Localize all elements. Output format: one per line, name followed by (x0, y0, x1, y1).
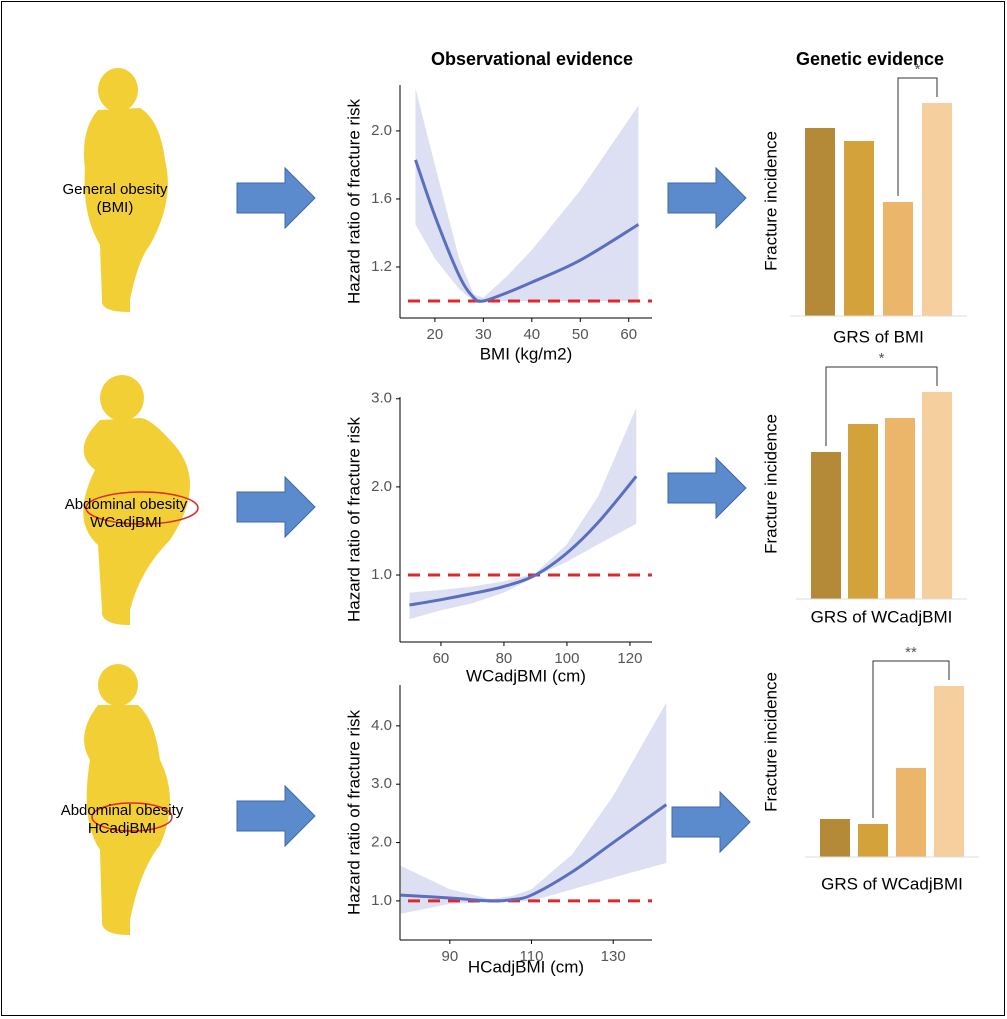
x-tick-label: 60 (620, 326, 637, 343)
y-axis-label: Fracture incidence (761, 672, 780, 812)
x-axis-label: GRS of BMI (833, 327, 924, 346)
row-label: WCadjBMI (90, 514, 162, 531)
y-axis-label: Hazard ratio of fracture risk (344, 709, 363, 915)
x-tick-label: 130 (601, 948, 626, 965)
bar (896, 768, 926, 857)
figure: Observational evidence Genetic evidence … (0, 0, 1007, 1019)
bar (858, 824, 888, 857)
significance-label: * (915, 61, 921, 78)
bar (820, 819, 850, 857)
x-tick-label: 90 (441, 948, 458, 965)
x-tick-label: 40 (523, 326, 540, 343)
bar (885, 418, 915, 599)
y-tick-label: 4.0 (371, 717, 392, 734)
y-tick-label: 3.0 (371, 775, 392, 792)
y-tick-label: 2.0 (371, 122, 392, 139)
y-tick-label: 1.2 (371, 258, 392, 275)
confidence-band (409, 408, 636, 620)
bar (934, 686, 964, 857)
bar (883, 202, 913, 316)
bar (811, 452, 841, 599)
row-label: HCadjBMI (88, 820, 156, 837)
bar (922, 103, 952, 316)
y-axis-label: Hazard ratio of fracture risk (344, 98, 363, 304)
bar (844, 141, 874, 316)
column-title: Observational evidence (431, 49, 633, 69)
x-tick-label: 50 (572, 326, 589, 343)
significance-label: * (879, 350, 885, 367)
y-tick-label: 1.0 (371, 892, 392, 909)
row-label: Abdominal obesity (65, 496, 188, 513)
x-tick-label: 60 (433, 650, 450, 667)
row-label: General obesity (62, 181, 168, 198)
x-tick-label: 100 (554, 650, 579, 667)
y-tick-label: 2.0 (371, 478, 392, 495)
confidence-band (416, 88, 639, 302)
x-tick-label: 80 (496, 650, 513, 667)
x-axis-label: GRS of WCadjBMI (821, 874, 963, 893)
x-axis-label: BMI (kg/m2) (480, 344, 573, 363)
y-axis-label: Fracture incidence (761, 414, 780, 554)
column-title: Genetic evidence (796, 49, 944, 69)
bar (922, 392, 952, 599)
bar (805, 128, 835, 316)
significance-label: ** (905, 644, 917, 661)
y-axis-label: Hazard ratio of fracture risk (344, 416, 363, 622)
row-label: Abdominal obesity (61, 802, 184, 819)
confidence-band (401, 703, 666, 914)
y-axis-label: Fracture incidence (761, 131, 780, 271)
y-tick-label: 1.0 (371, 566, 392, 583)
x-tick-label: 30 (475, 326, 492, 343)
x-axis-label: HCadjBMI (cm) (468, 957, 584, 976)
row-label: (BMI) (97, 199, 134, 216)
x-tick-label: 20 (427, 326, 444, 343)
y-tick-label: 1.6 (371, 190, 392, 207)
arrow (237, 168, 750, 852)
y-tick-label: 3.0 (371, 390, 392, 407)
x-axis-label: WCadjBMI (cm) (466, 666, 586, 685)
significance-bracket (826, 367, 937, 446)
x-axis-label: GRS of WCadjBMI (811, 607, 953, 626)
x-tick-label: 120 (617, 650, 642, 667)
bar (848, 424, 878, 599)
y-tick-label: 2.0 (371, 834, 392, 851)
